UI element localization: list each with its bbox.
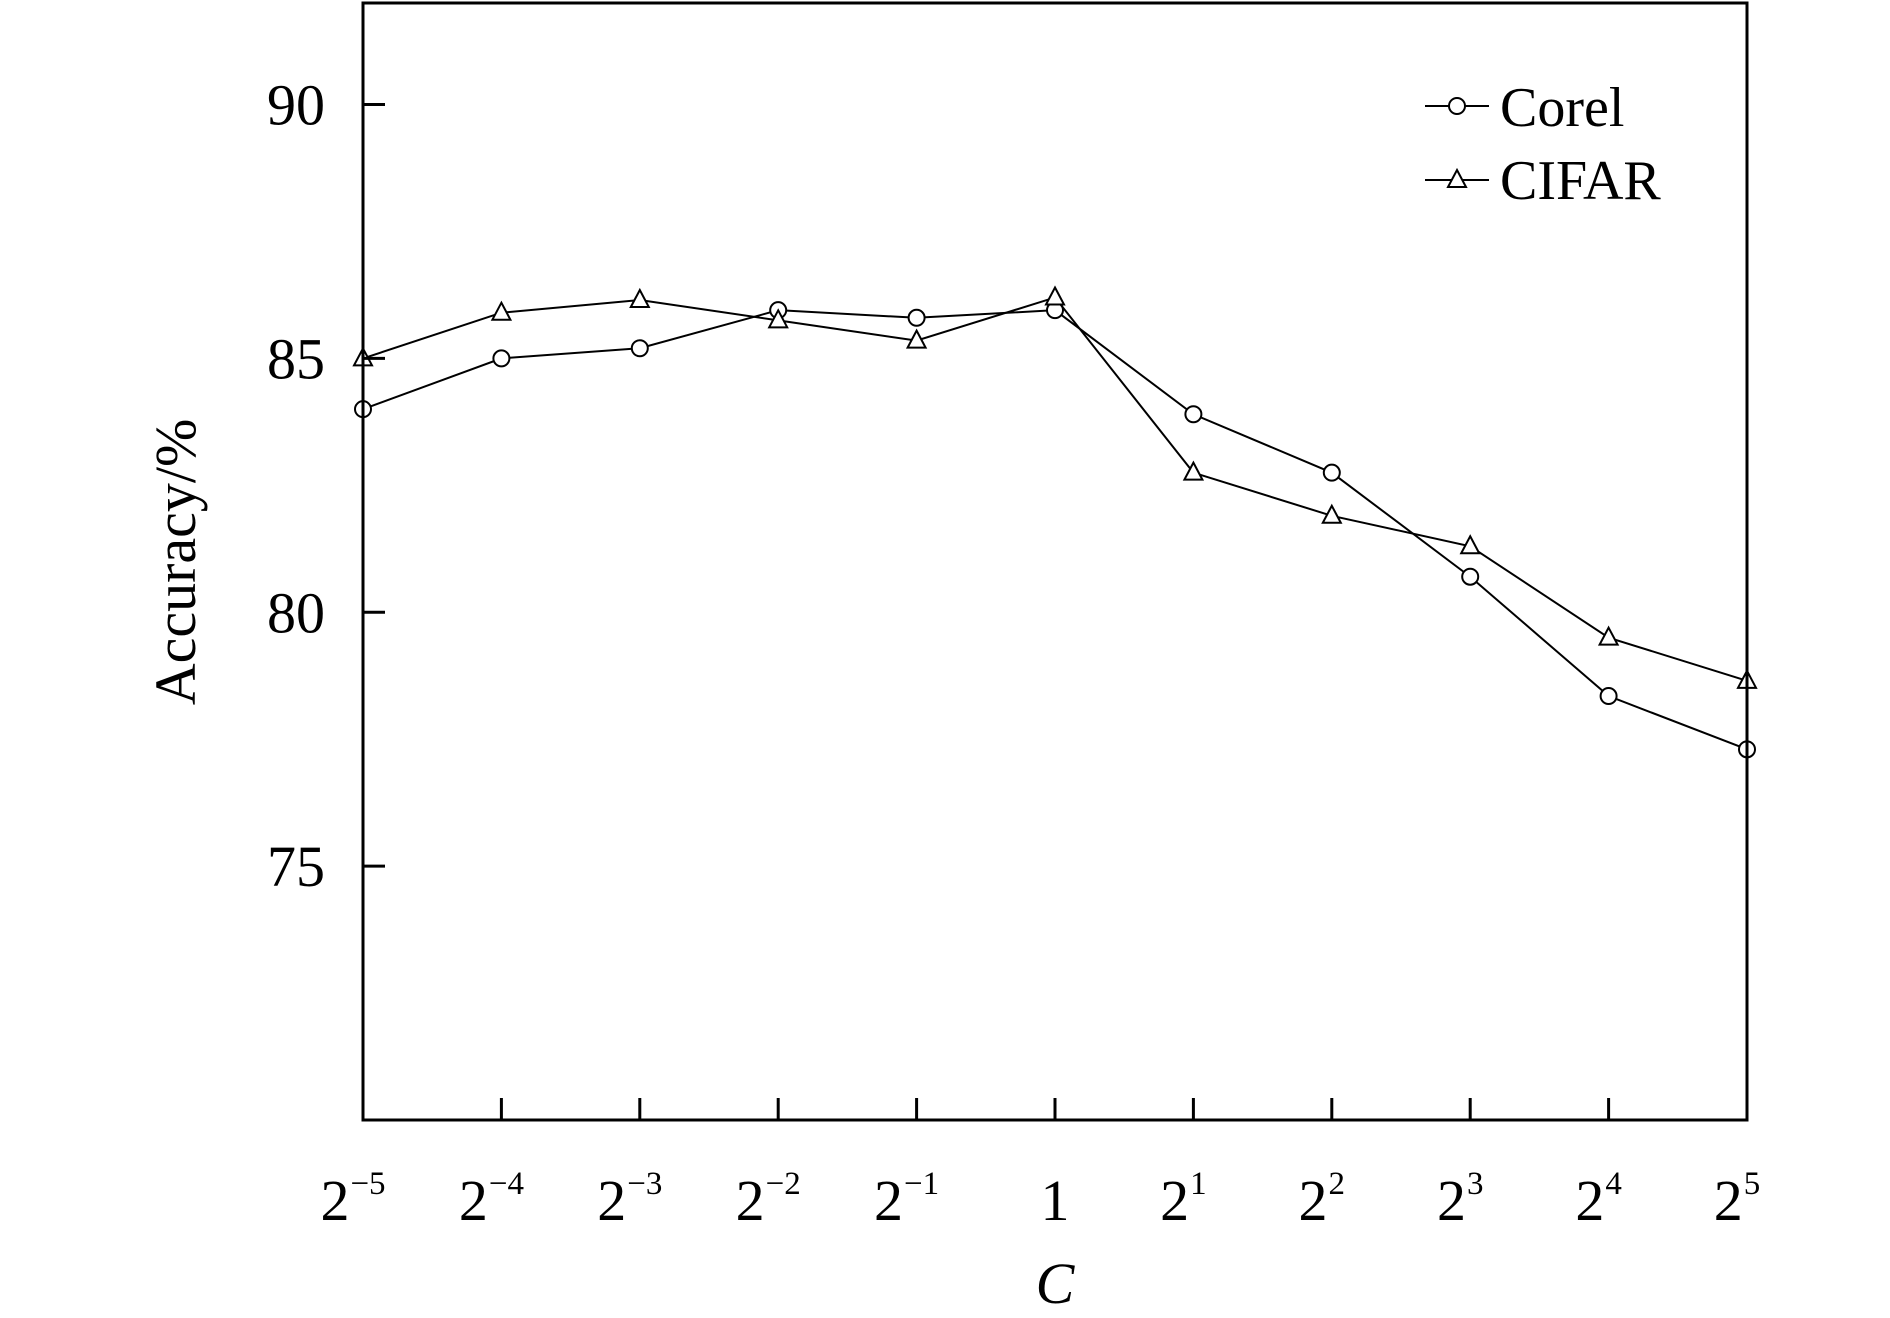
legend-label-corel: Corel <box>1500 77 1624 139</box>
y-tick-label: 80 <box>267 580 325 645</box>
x-tick-label: 23 <box>1437 1166 1484 1233</box>
series-line-corel <box>362 309 1748 751</box>
data-point-cifar <box>767 308 789 329</box>
data-point-cifar <box>490 300 513 321</box>
data-point-cifar <box>1182 460 1205 481</box>
legend-marker-triangle-icon <box>1446 167 1468 188</box>
y-tick-label: 90 <box>267 73 325 138</box>
x-tick-label: 2−2 <box>736 1166 801 1233</box>
x-tick-label: 2−1 <box>874 1166 939 1233</box>
x-tick-exponent: −4 <box>489 1166 524 1202</box>
data-point-cifar <box>905 328 928 349</box>
x-tick-label: 25 <box>1714 1166 1761 1233</box>
x-tick-label: 2−3 <box>597 1166 662 1233</box>
x-tick-exponent: −1 <box>904 1166 939 1202</box>
data-point-corel <box>630 339 649 358</box>
x-tick-exponent: −3 <box>627 1166 662 1202</box>
x-tick-label: 24 <box>1575 1166 1622 1233</box>
legend: Corel CIFAR <box>1425 77 1661 212</box>
x-tick-exponent: −5 <box>350 1166 385 1202</box>
y-tick-label: 85 <box>267 326 325 391</box>
legend-item-cifar: CIFAR <box>1425 150 1661 212</box>
x-tick-label: 1 <box>1041 1168 1070 1233</box>
legend-marker-circle-icon <box>1448 97 1466 115</box>
data-point-corel <box>1461 567 1480 586</box>
x-tick-exponent: 3 <box>1467 1166 1484 1202</box>
data-point-cifar <box>1459 534 1481 555</box>
data-point-corel <box>492 349 511 368</box>
x-tick-exponent: 1 <box>1190 1166 1207 1202</box>
legend-label-cifar: CIFAR <box>1500 150 1661 212</box>
data-point-cifar <box>629 287 651 309</box>
data-point-cifar <box>1597 625 1620 646</box>
x-tick-exponent: 5 <box>1744 1166 1761 1202</box>
data-point-corel <box>1599 687 1618 706</box>
x-tick-exponent: 2 <box>1329 1166 1346 1202</box>
x-tick-label: 2−5 <box>320 1166 385 1233</box>
data-point-corel <box>1322 463 1341 482</box>
x-axis-title: C <box>1036 1251 1076 1313</box>
x-tick-exponent: −2 <box>766 1166 801 1202</box>
x-tick-label: 2−4 <box>459 1166 524 1233</box>
y-axis: 75 80 85 90 <box>267 73 385 899</box>
x-tick-exponent: 4 <box>1605 1166 1622 1202</box>
data-point-corel <box>1184 405 1203 424</box>
series-layer <box>352 285 1758 759</box>
x-axis: 2−5 2−4 2−3 2−2 2−1 1 21 22 23 24 25 <box>320 1098 1760 1233</box>
legend-item-corel: Corel <box>1425 77 1624 139</box>
data-point-cifar <box>1321 503 1343 524</box>
series-line-cifar <box>362 296 1748 682</box>
data-point-corel <box>907 308 926 327</box>
y-tick-label: 75 <box>267 834 325 899</box>
x-tick-label: 22 <box>1299 1166 1346 1233</box>
x-tick-label: 21 <box>1160 1166 1207 1233</box>
data-point-cifar <box>1044 285 1066 306</box>
y-axis-title: Accuracy/% <box>143 419 208 706</box>
